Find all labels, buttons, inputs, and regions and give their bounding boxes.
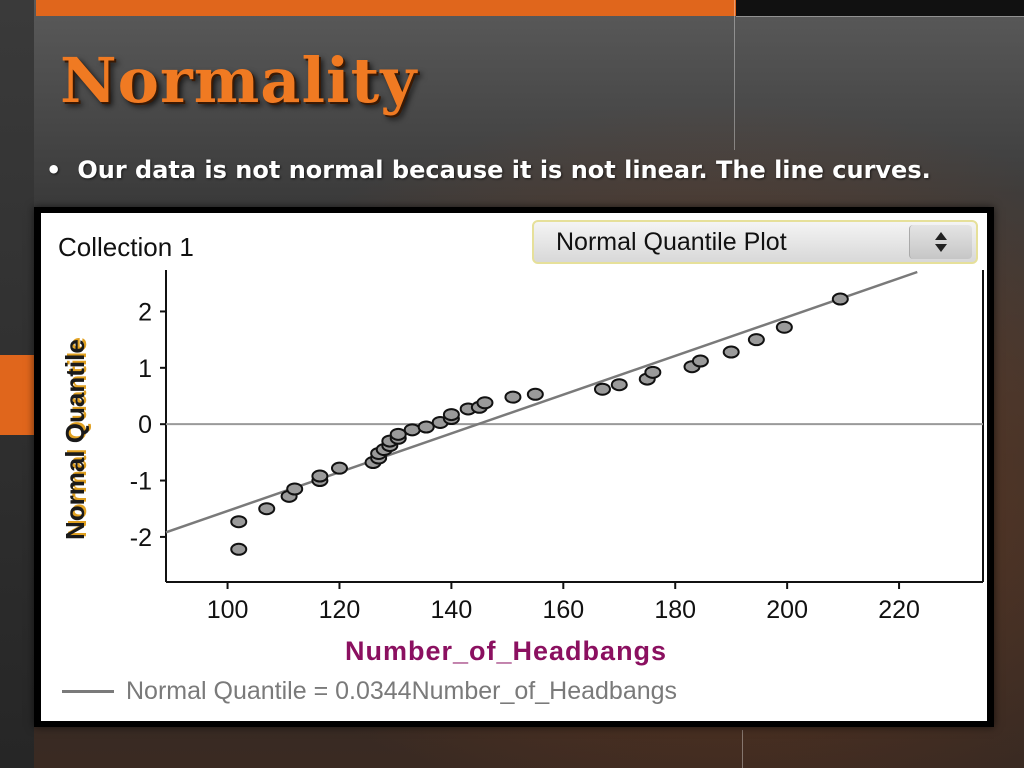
- y-axis-label-wrap: Normal Quantile: [60, 339, 91, 540]
- x-tick-label: 200: [766, 596, 808, 624]
- x-tick-label: 120: [319, 596, 361, 624]
- data-point: [258, 502, 276, 516]
- data-point: [230, 542, 248, 556]
- fit-line: [165, 270, 918, 534]
- decor-line: [742, 730, 743, 768]
- data-point: [722, 345, 740, 359]
- bullet-item: • Our data is not normal because it is no…: [46, 156, 931, 184]
- graph-panel: [34, 207, 994, 727]
- bullet-text: Our data is not normal because it is not…: [77, 156, 931, 184]
- data-point: [747, 333, 765, 347]
- left-accent-block: [0, 355, 34, 435]
- data-point: [417, 420, 435, 434]
- data-point: [311, 469, 329, 483]
- y-tick-label: -1: [130, 468, 152, 496]
- plot-type-selected: Normal Quantile Plot: [556, 228, 787, 256]
- data-point: [286, 482, 304, 496]
- data-point: [504, 390, 522, 404]
- data-point: [831, 292, 849, 306]
- collection-label: Collection 1: [58, 232, 194, 262]
- x-tick-label: 140: [431, 596, 473, 624]
- y-tick-label: -2: [130, 524, 152, 552]
- y-tick-label: 2: [138, 298, 152, 326]
- x-axis-label: Number_of_Headbangs: [345, 636, 668, 666]
- data-point: [476, 396, 494, 410]
- top-dark-bar: [736, 0, 1024, 16]
- y-tick-label: 0: [138, 411, 152, 439]
- x-tick-label: 100: [207, 596, 249, 624]
- x-tick-label: 180: [654, 596, 696, 624]
- data-point: [691, 354, 709, 368]
- legend-text: Normal Quantile = 0.0344Number_of_Headba…: [126, 676, 678, 705]
- data-point: [610, 378, 628, 392]
- top-accent-bar: [36, 0, 736, 16]
- data-point: [230, 515, 248, 529]
- y-axis-label: Normal Quantile: [60, 339, 90, 540]
- legend: Normal Quantile = 0.0344Number_of_Headba…: [62, 676, 677, 706]
- decor-line: [736, 16, 1024, 17]
- plot-type-dropdown[interactable]: Normal Quantile Plot: [532, 220, 978, 264]
- x-tick-label: 160: [542, 596, 584, 624]
- data-point: [442, 408, 460, 422]
- slide-title: Normality: [60, 44, 418, 117]
- data-point: [644, 365, 662, 379]
- graph-panel-inner: [41, 213, 987, 721]
- data-point: [593, 382, 611, 396]
- bullet-dot: •: [46, 156, 62, 184]
- y-tick-label: 1: [138, 355, 152, 383]
- up-down-arrows-icon: [935, 232, 947, 252]
- data-point: [526, 387, 544, 401]
- dropdown-stepper[interactable]: [909, 225, 972, 259]
- data-point: [775, 320, 793, 334]
- x-tick-label: 220: [878, 596, 920, 624]
- decor-line: [734, 0, 735, 150]
- data-point: [389, 427, 407, 441]
- legend-line-swatch: [62, 689, 114, 693]
- data-point: [403, 423, 421, 437]
- data-point: [330, 461, 348, 475]
